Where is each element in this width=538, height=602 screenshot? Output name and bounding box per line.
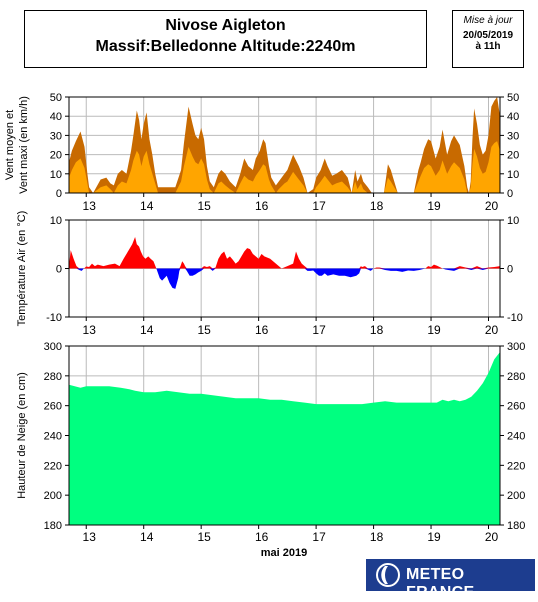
station-subtitle: Massif:Belledonne Altitude:2240m	[95, 38, 356, 55]
x-tick-label: 19	[427, 199, 441, 213]
y-tick-label-right: 0	[507, 188, 513, 200]
x-tick-label: 13	[83, 530, 97, 544]
update-label: Mise à jour	[463, 15, 513, 26]
x-tick-label: 13	[83, 199, 97, 213]
y-tick-label-left: 40	[50, 111, 62, 123]
y-tick-label-right: 10	[507, 169, 519, 181]
x-tick-label: 15	[197, 323, 211, 337]
title-box: Nivose Aigleton Massif:Belledonne Altitu…	[24, 10, 427, 68]
y-tick-label-right: 10	[507, 215, 519, 227]
x-tick-label: 16	[255, 323, 269, 337]
mean-series-area	[69, 141, 500, 193]
x-tick-label: 15	[197, 530, 211, 544]
y-tick-label-left: 0	[56, 188, 62, 200]
y-tick-label-right: 20	[507, 150, 519, 162]
y-tick-label-right: 180	[507, 520, 525, 532]
y-tick-label-right: 30	[507, 130, 519, 142]
y-tick-label-left: 240	[44, 431, 62, 443]
update-box: Mise à jour 20/05/2019 à 11h	[452, 10, 524, 68]
x-axis-label: mai 2019	[261, 547, 307, 559]
x-tick-label: 18	[370, 530, 384, 544]
y-tick-label-left: -10	[46, 312, 62, 324]
y-tick-label-left: 260	[44, 401, 62, 413]
update-date: 20/05/2019	[462, 30, 514, 41]
x-tick-label: 16	[255, 199, 269, 213]
y-tick-label-left: 280	[44, 371, 62, 383]
y-tick-label-right: 300	[507, 341, 525, 353]
y-tick-label-right: 50	[507, 92, 519, 104]
x-tick-label: 14	[140, 323, 154, 337]
y-tick-label-right: 280	[507, 371, 525, 383]
y-tick-label-left: 0	[56, 264, 62, 276]
x-tick-label: 18	[370, 199, 384, 213]
x-tick-label: 17	[312, 323, 326, 337]
x-tick-label: 20	[485, 199, 499, 213]
y-tick-label-left: 200	[44, 490, 62, 502]
x-tick-label: 17	[312, 530, 326, 544]
snow-series-area	[69, 351, 500, 525]
x-tick-label: 17	[312, 199, 326, 213]
y-tick-label-left: 180	[44, 520, 62, 532]
meteo-france-logo-icon	[376, 563, 400, 587]
plot-frame	[68, 96, 501, 194]
x-tick-label: 13	[83, 323, 97, 337]
x-tick-label: 19	[427, 323, 441, 337]
x-tick-label: 14	[140, 199, 154, 213]
x-tick-label: 18	[370, 323, 384, 337]
update-time: à 11h	[475, 41, 501, 52]
y-tick-label-left: 30	[50, 130, 62, 142]
y-axis-label: Vent moyen et	[4, 110, 16, 180]
temp-negative-area	[69, 268, 500, 289]
y-tick-label-right: 0	[507, 264, 513, 276]
x-tick-label: 20	[485, 530, 499, 544]
y-tick-label-right: 200	[507, 490, 525, 502]
station-title: Nivose Aigleton	[165, 17, 286, 34]
y-tick-label-right: 240	[507, 431, 525, 443]
y-tick-label-right: 220	[507, 460, 525, 472]
y-axis-label: Vent maxi (en km/h)	[18, 96, 30, 194]
y-tick-label-left: 50	[50, 92, 62, 104]
x-tick-label: 20	[485, 323, 499, 337]
y-tick-label-right: -10	[507, 312, 523, 324]
x-tick-label: 15	[197, 199, 211, 213]
y-tick-label-right: 260	[507, 401, 525, 413]
y-tick-label-left: 10	[50, 215, 62, 227]
y-tick-label-left: 20	[50, 150, 62, 162]
y-tick-label-right: 40	[507, 111, 519, 123]
y-tick-label-left: 300	[44, 341, 62, 353]
y-axis-label: Hauteur de Neige (en cm)	[16, 372, 28, 499]
logo-text: METEO FRANCE	[406, 566, 475, 601]
meteo-france-logo: METEO FRANCE	[366, 559, 535, 601]
temp-positive-area	[69, 236, 500, 269]
y-tick-label-left: 10	[50, 169, 62, 181]
x-tick-label: 14	[140, 530, 154, 544]
x-tick-label: 19	[427, 530, 441, 544]
x-tick-label: 16	[255, 530, 269, 544]
y-axis-label: Température Air (en °C)	[16, 211, 28, 327]
y-tick-label-left: 220	[44, 460, 62, 472]
